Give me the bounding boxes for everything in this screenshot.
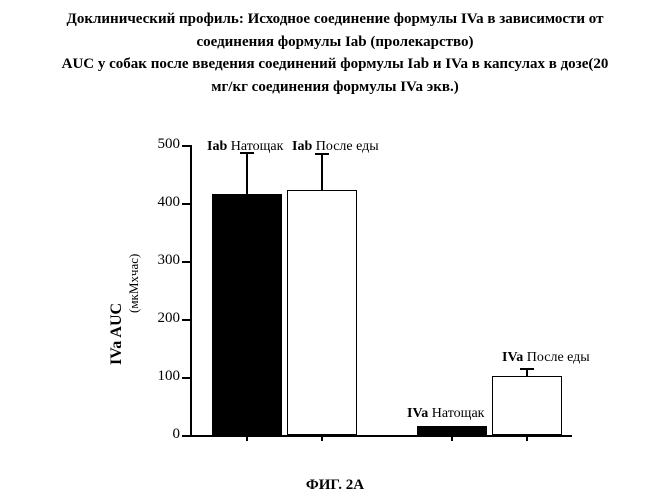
error-bar bbox=[321, 155, 323, 190]
title-line-1: Доклинический профиль: Исходное соединен… bbox=[20, 8, 650, 31]
y-tick-mark bbox=[182, 203, 190, 205]
bar-label-code: Iab bbox=[207, 139, 227, 154]
page-root: Доклинический профиль: Исходное соединен… bbox=[0, 0, 670, 500]
y-tick-mark bbox=[182, 435, 190, 437]
x-tick-mark bbox=[246, 435, 248, 441]
title-line-4: мг/кг соединения формулы IVa экв.) bbox=[20, 76, 650, 99]
y-tick-label: 200 bbox=[142, 310, 180, 327]
x-tick-mark bbox=[451, 435, 453, 441]
y-tick-label: 400 bbox=[142, 194, 180, 211]
x-tick-mark bbox=[526, 435, 528, 441]
y-tick-mark bbox=[182, 261, 190, 263]
plot-region: Iab НатощакIab После едыIVa НатощакIVa П… bbox=[190, 145, 572, 437]
y-axis-label-unit: (мкМxчас) bbox=[126, 254, 142, 313]
bar-label-iva-fast: IVa Натощак bbox=[407, 406, 484, 422]
y-tick-mark bbox=[182, 145, 190, 147]
bar-label-code: Iab bbox=[292, 139, 312, 154]
y-tick-label: 300 bbox=[142, 252, 180, 269]
x-tick-mark bbox=[321, 435, 323, 441]
y-tick-label: 0 bbox=[142, 426, 180, 443]
bar-label-text: Натощак bbox=[428, 406, 484, 421]
bar-iva-fast bbox=[417, 426, 487, 435]
title-line-3: AUC у собак после введения соединений фо… bbox=[20, 53, 650, 76]
bar-label-iab-fast: Iab Натощак bbox=[207, 139, 283, 155]
bar-chart: IVa AUC (мкМxчас) 0100200300400500 Iab Н… bbox=[130, 135, 610, 465]
bar-label-text: После еды bbox=[523, 350, 589, 365]
bar-label-iab-fed: Iab После еды bbox=[292, 139, 379, 155]
bar-iab-fast bbox=[212, 194, 282, 435]
bar-label-code: IVa bbox=[407, 406, 428, 421]
bar-label-text: После еды bbox=[312, 139, 378, 154]
error-cap bbox=[520, 368, 534, 370]
y-axis-label-bold: IVa AUC bbox=[108, 303, 126, 365]
figure-caption: ФИГ. 2A bbox=[0, 477, 670, 494]
y-tick-mark bbox=[182, 319, 190, 321]
bar-iab-fed bbox=[287, 190, 357, 435]
y-tick-mark bbox=[182, 377, 190, 379]
y-tick-label: 100 bbox=[142, 368, 180, 385]
bar-iva-fed bbox=[492, 376, 562, 435]
error-bar bbox=[246, 154, 248, 195]
y-tick-label: 500 bbox=[142, 136, 180, 153]
title-line-2: соединения формулы Iab (пролекарство) bbox=[20, 31, 650, 54]
bar-label-iva-fed: IVa После еды bbox=[502, 350, 590, 366]
error-bar bbox=[526, 370, 528, 376]
bar-label-text: Натощак bbox=[227, 139, 283, 154]
chart-title: Доклинический профиль: Исходное соединен… bbox=[20, 8, 650, 98]
bar-label-code: IVa bbox=[502, 350, 523, 365]
